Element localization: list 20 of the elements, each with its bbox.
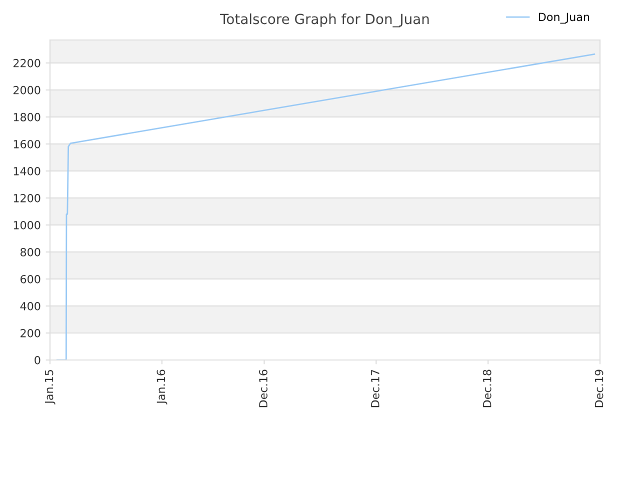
y-tick-label: 600 [20,274,40,284]
chart-title: Totalscore Graph for Don_Juan [220,13,429,28]
legend-label: Don_Juan [538,12,590,24]
y-tick-label: 1200 [14,194,40,202]
x-tick-label: Dec.19 [594,370,604,408]
x-tick-label: Dec.17 [371,370,380,408]
y-tick-label: 2000 [14,86,40,94]
y-tick-label: 0 [34,356,40,364]
y-tick-label: 1800 [14,112,40,122]
x-tick-label: Dec.16 [259,370,268,408]
y-tick-label: 1000 [14,220,40,230]
x-tick-label: Jan.16 [156,370,168,404]
x-tick-label: Dec.18 [482,370,492,408]
y-tick-label: 1600 [14,140,40,148]
y-tick-label: 400 [20,302,40,310]
y-tick-label: 200 [20,328,40,338]
y-tick-label: 2200 [14,58,40,68]
x-tick-label: Jan.15 [44,370,56,404]
y-tick-label: 1400 [14,166,40,176]
y-tick-label: 800 [20,248,40,256]
